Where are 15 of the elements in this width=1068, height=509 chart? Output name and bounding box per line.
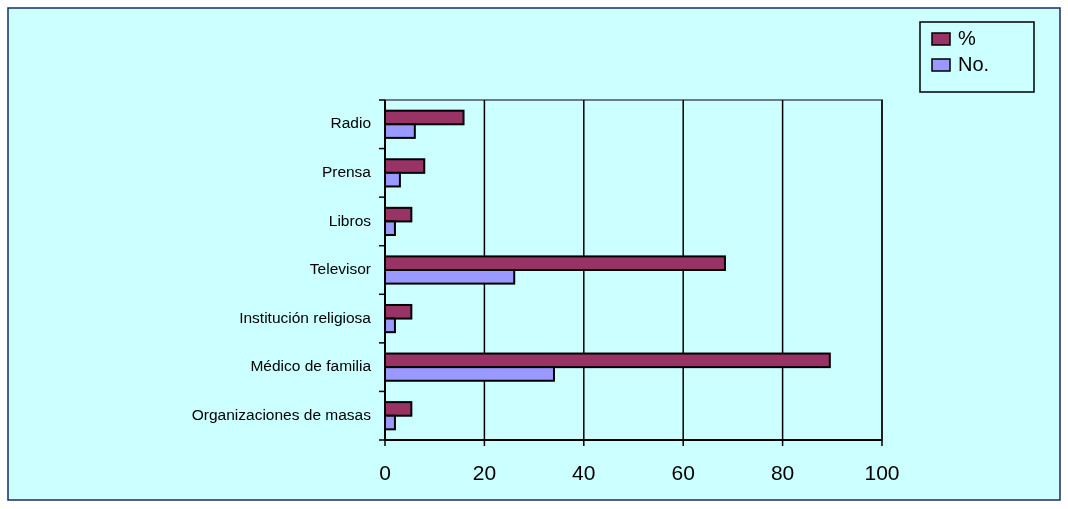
y-tick-label: Médico de familia	[250, 357, 372, 375]
y-tick-label: Televisor	[309, 260, 371, 278]
y-tick-label: Institución religiosa	[239, 308, 372, 326]
x-tick-label: 20	[472, 461, 497, 484]
x-tick-label: 100	[864, 461, 900, 484]
x-tick-label: 40	[572, 461, 596, 484]
legend-label: No.	[958, 53, 990, 76]
y-tick-label: Organizaciones de masas	[191, 405, 372, 423]
y-tick-label: Radio	[330, 114, 371, 132]
legend-label: %	[958, 27, 976, 50]
x-tick-label: 0	[379, 461, 391, 484]
y-tick-label: Prensa	[321, 162, 372, 180]
y-tick-label: Libros	[328, 211, 372, 229]
x-tick-label: 60	[671, 461, 695, 484]
x-tick-label: 80	[770, 461, 795, 484]
